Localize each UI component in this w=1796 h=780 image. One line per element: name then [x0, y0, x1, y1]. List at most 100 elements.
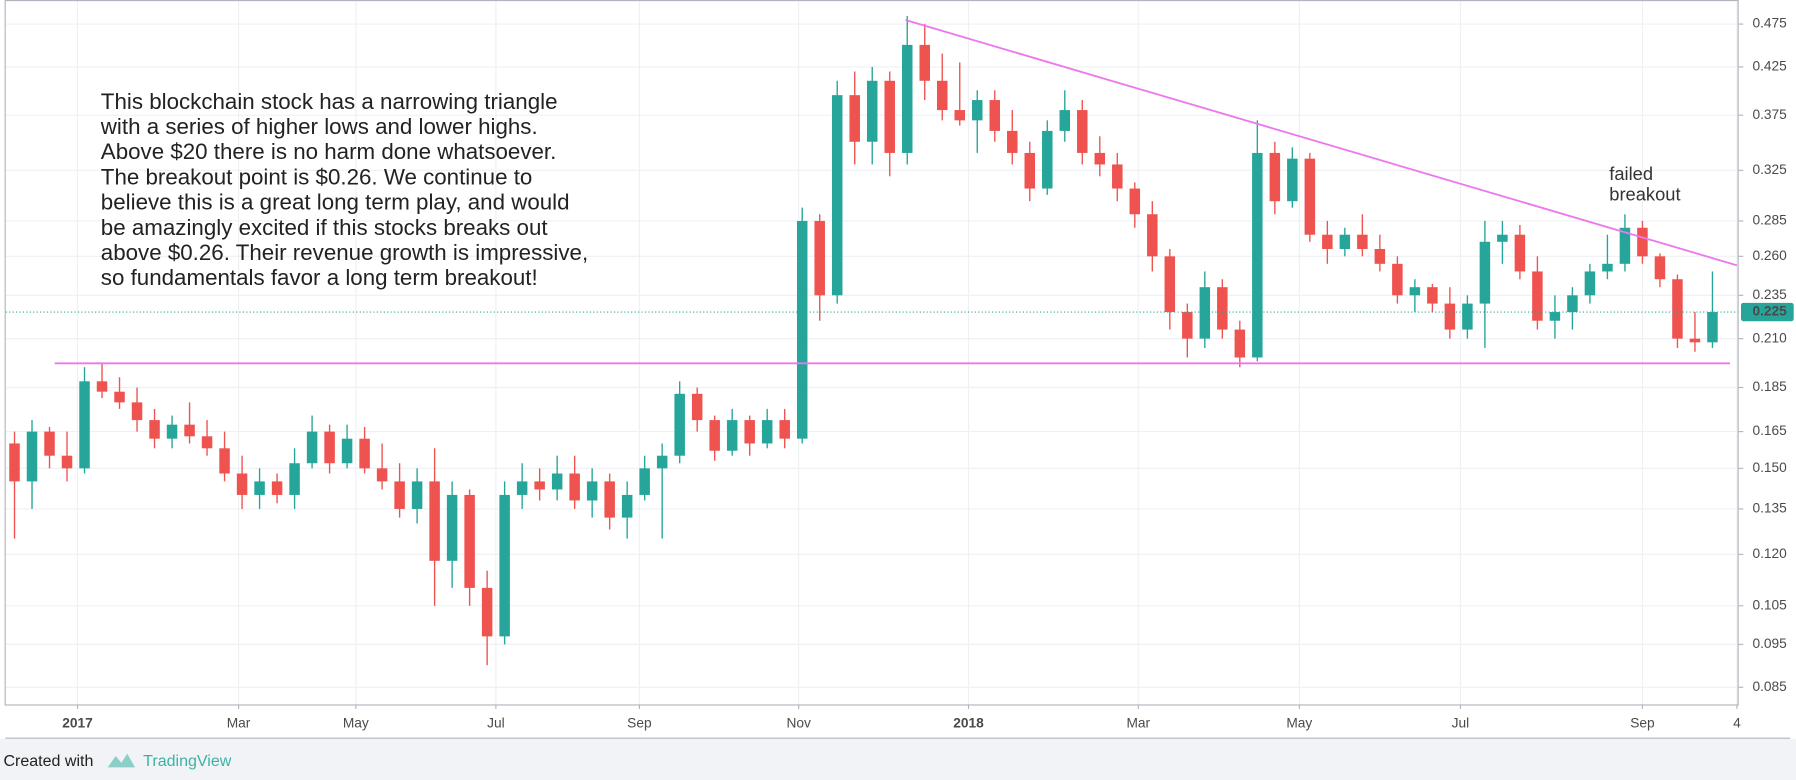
candle-body [1077, 110, 1088, 153]
candle-body [499, 494, 510, 637]
y-tick-label: 0.475 [1752, 16, 1787, 31]
last-price-box [1740, 302, 1794, 322]
candle-body [954, 110, 966, 121]
y-tick-label: 0.105 [1752, 597, 1787, 612]
note-line: The breakout point is $0.26. We continue… [101, 164, 533, 189]
candle-body [359, 438, 370, 469]
candle-body [1532, 271, 1543, 321]
x-tick-label: 4 [1733, 716, 1741, 731]
candle-body [1269, 152, 1281, 202]
candle-body [464, 494, 475, 588]
candle-body [1007, 130, 1018, 153]
candle-body [796, 220, 808, 439]
candle-body [289, 463, 300, 495]
note-line: with a series of higher lows and lower h… [100, 114, 538, 139]
candle-body [919, 44, 930, 81]
candle-body [656, 455, 668, 469]
note-line: above $0.26. Their revenue growth is imp… [101, 240, 588, 265]
candle-body [1182, 312, 1193, 339]
candle-body [149, 420, 160, 439]
candle-body [1392, 263, 1403, 296]
candle-body [989, 100, 1001, 131]
candle-body [1549, 312, 1561, 321]
trend-line [905, 19, 1738, 267]
x-tick-label: Nov [786, 716, 811, 731]
x-tick-label: 2018 [953, 716, 984, 731]
candle-body [1339, 234, 1351, 249]
candle-body [1602, 263, 1613, 272]
candle-body [972, 100, 983, 121]
candle-body [1304, 158, 1316, 235]
candle-body [1444, 303, 1456, 330]
candle-body [1409, 287, 1421, 296]
candle-body [901, 44, 913, 153]
candle-body [569, 473, 580, 501]
axes: 0.085 0.095 0.105 0.120 0.135 0.150 0.165 0.185… [62, 16, 1794, 731]
note-line: This blockchain stock has a narrowing tr… [101, 89, 558, 114]
candle-body [481, 587, 493, 637]
candle-body [1322, 234, 1333, 249]
x-tick-label: May [343, 716, 369, 731]
candle-body [236, 473, 248, 495]
candle-body [1059, 110, 1071, 131]
candle-body [166, 424, 178, 439]
y-tick-label: 0.235 [1752, 287, 1787, 302]
candle-body [341, 438, 353, 464]
candle-body [306, 431, 318, 464]
last-price-label: 0.225 [1752, 304, 1787, 319]
x-tick-label: Sep [1630, 716, 1655, 731]
candle-body [411, 481, 423, 509]
candle-body [446, 494, 458, 561]
candle-body [1252, 152, 1263, 358]
y-tick-label: 0.120 [1752, 546, 1787, 561]
candle-body [1462, 303, 1473, 330]
candle-body [79, 381, 90, 469]
candle-body [779, 420, 790, 439]
note-line: Above $20 there is no harm done whatsoev… [101, 139, 557, 164]
candle-body [1024, 152, 1036, 189]
callout-line: failed [1609, 163, 1653, 184]
x-tick-label: Mar [1126, 716, 1150, 731]
candle-body [1427, 287, 1438, 304]
y-tick-label: 0.210 [1752, 330, 1787, 345]
candle-body [324, 431, 335, 464]
candle-body [1479, 241, 1491, 304]
footer-brand[interactable]: TradingView [143, 752, 232, 770]
candle-body [586, 481, 598, 501]
candle-body [534, 481, 545, 490]
candle-body [639, 468, 650, 495]
candle-body [831, 95, 843, 296]
candle-body [884, 80, 895, 153]
candle-body [1042, 130, 1053, 189]
candle-body [26, 431, 38, 482]
candle-body [1217, 287, 1228, 330]
y-tick-label: 0.260 [1752, 248, 1787, 263]
candle-body [621, 494, 633, 518]
candle-body [709, 420, 720, 451]
note-line: believe this is a great long term play, … [101, 190, 570, 215]
candle-body [1637, 227, 1648, 257]
candle-body [936, 80, 948, 111]
y-tick-label: 0.325 [1752, 162, 1787, 177]
candle-body [814, 220, 825, 296]
candle-body [551, 473, 563, 490]
candle-body [1094, 152, 1106, 165]
candle-body [1147, 214, 1158, 257]
y-tick-label: 0.150 [1752, 460, 1787, 475]
candle-body [604, 481, 615, 518]
candle-body [219, 448, 230, 474]
candle-body [44, 431, 55, 456]
footer-bar [0, 738, 1796, 780]
candle-body [866, 80, 878, 142]
x-tick-label: May [1286, 716, 1312, 731]
y-tick-label: 0.085 [1752, 679, 1787, 694]
candle-body [184, 424, 195, 437]
candle-body [131, 402, 143, 421]
y-tick-label: 0.425 [1752, 59, 1787, 74]
candle-body [1357, 234, 1368, 249]
candle-body [1707, 312, 1718, 343]
candle-body [1689, 338, 1701, 343]
annotations: This blockchain stock has a narrowing tr… [100, 89, 1681, 290]
